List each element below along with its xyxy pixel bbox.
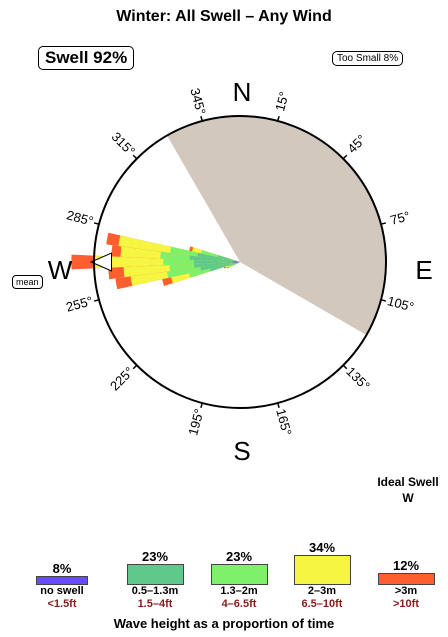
direction-tick xyxy=(342,364,348,370)
legend-percent: 23% xyxy=(141,549,169,564)
direction-tick xyxy=(132,154,138,160)
petal-285-band-0 xyxy=(235,260,240,262)
direction-tick-label: 315° xyxy=(109,129,139,159)
mean-label: mean xyxy=(12,275,43,289)
legend-label-metres: 1.3–2m xyxy=(220,585,258,597)
petal-265-band-0 xyxy=(232,262,240,264)
direction-tick xyxy=(277,115,280,122)
direction-tick-label: 345° xyxy=(187,86,208,116)
petal-270-band-0 xyxy=(230,261,240,263)
legend-label-metres: no swell xyxy=(40,585,84,597)
direction-tick-label: 105° xyxy=(386,293,416,314)
direction-tick-label: 285° xyxy=(65,207,95,228)
cardinal-w: W xyxy=(48,255,73,285)
legend-swatch xyxy=(210,564,268,585)
cardinal-n: N xyxy=(233,77,252,107)
direction-tick-label: 75° xyxy=(389,208,412,228)
ideal-swell-label: Ideal Swell xyxy=(377,475,439,489)
direction-tick xyxy=(380,222,387,225)
direction-tick xyxy=(277,402,280,409)
petal-255-band-1 xyxy=(210,262,240,272)
direction-tick-label: 45° xyxy=(344,132,369,157)
ideal-swell-direction: W xyxy=(402,491,414,505)
petal-260-band-1 xyxy=(200,262,240,271)
chart-title: Winter: All Swell – Any Wind xyxy=(116,8,332,25)
petal-285-band-1 xyxy=(217,255,240,262)
petal-280-band-0 xyxy=(233,260,240,262)
direction-tick-label: 225° xyxy=(107,364,137,394)
direction-tick xyxy=(200,115,203,122)
legend-percent: 12% xyxy=(392,558,420,573)
legend-swatch xyxy=(293,555,351,585)
direction-tick xyxy=(342,154,348,160)
direction-tick-label: 255° xyxy=(64,293,94,314)
too-small-badge: Too Small 8% xyxy=(332,51,404,66)
ideal-swell: Ideal Swell W xyxy=(368,474,448,506)
legend-swatch xyxy=(377,573,435,585)
petal-260-band-0 xyxy=(233,262,240,264)
legend-swatch xyxy=(126,564,184,585)
legend-label-feet: 6.5–10ft xyxy=(301,598,343,610)
swell-percent-badge: Swell 92% xyxy=(38,46,135,70)
legend-swatch xyxy=(36,576,88,585)
legend-label-metres: 0.5–1.3m xyxy=(131,585,179,597)
petal-255-band-0 xyxy=(235,262,240,264)
direction-tick-label: 165° xyxy=(273,407,294,437)
legend-label-feet: >10ft xyxy=(393,598,419,610)
direction-tick-label: 135° xyxy=(343,364,373,394)
direction-tick xyxy=(93,222,100,225)
legend-caption: Wave height as a proportion of time xyxy=(113,616,335,631)
shadow-sector xyxy=(167,116,386,336)
mean-arrow xyxy=(89,252,113,272)
legend-label-metres: >3m xyxy=(394,585,418,597)
legend-percent: 8% xyxy=(52,561,72,576)
legend-item: 34% 2–3m 6.5–10ft xyxy=(282,540,362,610)
legend-percent: 34% xyxy=(308,540,336,555)
petal-245-band-0 xyxy=(237,262,240,264)
legend-label-feet: 4–6.5ft xyxy=(221,598,257,610)
rose-circle-outline xyxy=(93,115,387,409)
direction-tick xyxy=(132,364,138,370)
legend-item: 23% 0.5–1.3m 1.5–4ft xyxy=(115,549,195,610)
legend-percent: 23% xyxy=(225,549,253,564)
petal-270-band-1 xyxy=(194,259,240,265)
petal-275-band-0 xyxy=(232,260,240,262)
petal-275-band-1 xyxy=(189,255,240,262)
petal-250-band-0 xyxy=(237,262,240,264)
direction-tick xyxy=(93,299,100,302)
cardinal-e: E xyxy=(415,255,432,285)
petal-280-band-1 xyxy=(197,252,240,262)
legend-label-feet: <1.5ft xyxy=(47,598,77,610)
direction-tick xyxy=(200,402,203,409)
petal-265-band-1 xyxy=(194,262,240,269)
legend-item: 23% 1.3–2m 4–6.5ft xyxy=(199,549,279,610)
legend-item: 12% >3m >10ft xyxy=(366,558,446,610)
legend-item: 8% no swell <1.5ft xyxy=(22,561,102,610)
direction-tick-label: 15° xyxy=(272,90,292,113)
direction-tick-label: 195° xyxy=(185,407,206,437)
legend-label-metres: 2–3m xyxy=(307,585,337,597)
legend-label-feet: 1.5–4ft xyxy=(137,598,173,610)
direction-tick xyxy=(380,299,387,302)
cardinal-s: S xyxy=(233,436,250,466)
